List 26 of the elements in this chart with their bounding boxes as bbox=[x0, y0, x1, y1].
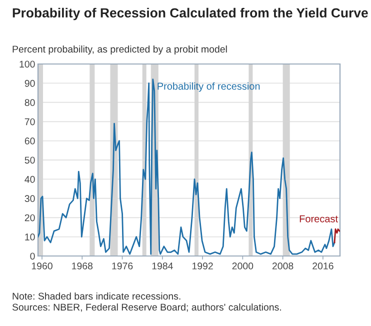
y-tick-label: 30 bbox=[24, 195, 35, 202]
line-series bbox=[334, 228, 340, 244]
y-tick-label: 60 bbox=[24, 138, 35, 144]
y-tick-label: 50 bbox=[24, 156, 35, 164]
text: Note: Shaded bars indicate recessions. bbox=[12, 292, 180, 300]
source-note: Sources: NBER, Federal Reserve Board; authors' calculations. bbox=[12, 303, 281, 312]
y-tick-label: 20 bbox=[24, 214, 35, 222]
y-tick-label: 10 bbox=[25, 234, 35, 240]
y-tick-label: 0 bbox=[30, 252, 35, 260]
x-tick-label: 2008 bbox=[272, 262, 294, 270]
x-tick-label: 1976 bbox=[112, 262, 133, 270]
x-tick-label: 2016 bbox=[312, 262, 334, 270]
chart-title: Probability of Recession Calculated from the Yield Curve bbox=[12, 8, 368, 20]
series-label: Probability of recession bbox=[158, 82, 260, 92]
y-tick-label: 90 bbox=[24, 80, 35, 87]
x-tick-label: 2000 bbox=[232, 262, 254, 270]
x-tick-label: 1984 bbox=[152, 262, 173, 270]
y-tick-label: 100 bbox=[20, 60, 35, 68]
x-tick-label: 1960 bbox=[32, 262, 52, 270]
x-tick-label: 1968 bbox=[72, 262, 93, 270]
series-label: Forecast bbox=[300, 215, 338, 222]
y-tick-label: 80 bbox=[24, 99, 35, 106]
chart-subtitle: Percent probability, as predicted by a probit model bbox=[12, 45, 227, 55]
x-tick-label: 1992 bbox=[192, 262, 213, 270]
y-tick-label: 40 bbox=[24, 176, 35, 183]
y-tick-label: 70 bbox=[24, 118, 35, 126]
